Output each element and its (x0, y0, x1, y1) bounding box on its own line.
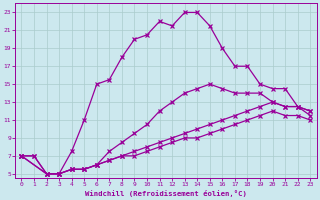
X-axis label: Windchill (Refroidissement éolien,°C): Windchill (Refroidissement éolien,°C) (85, 190, 247, 197)
